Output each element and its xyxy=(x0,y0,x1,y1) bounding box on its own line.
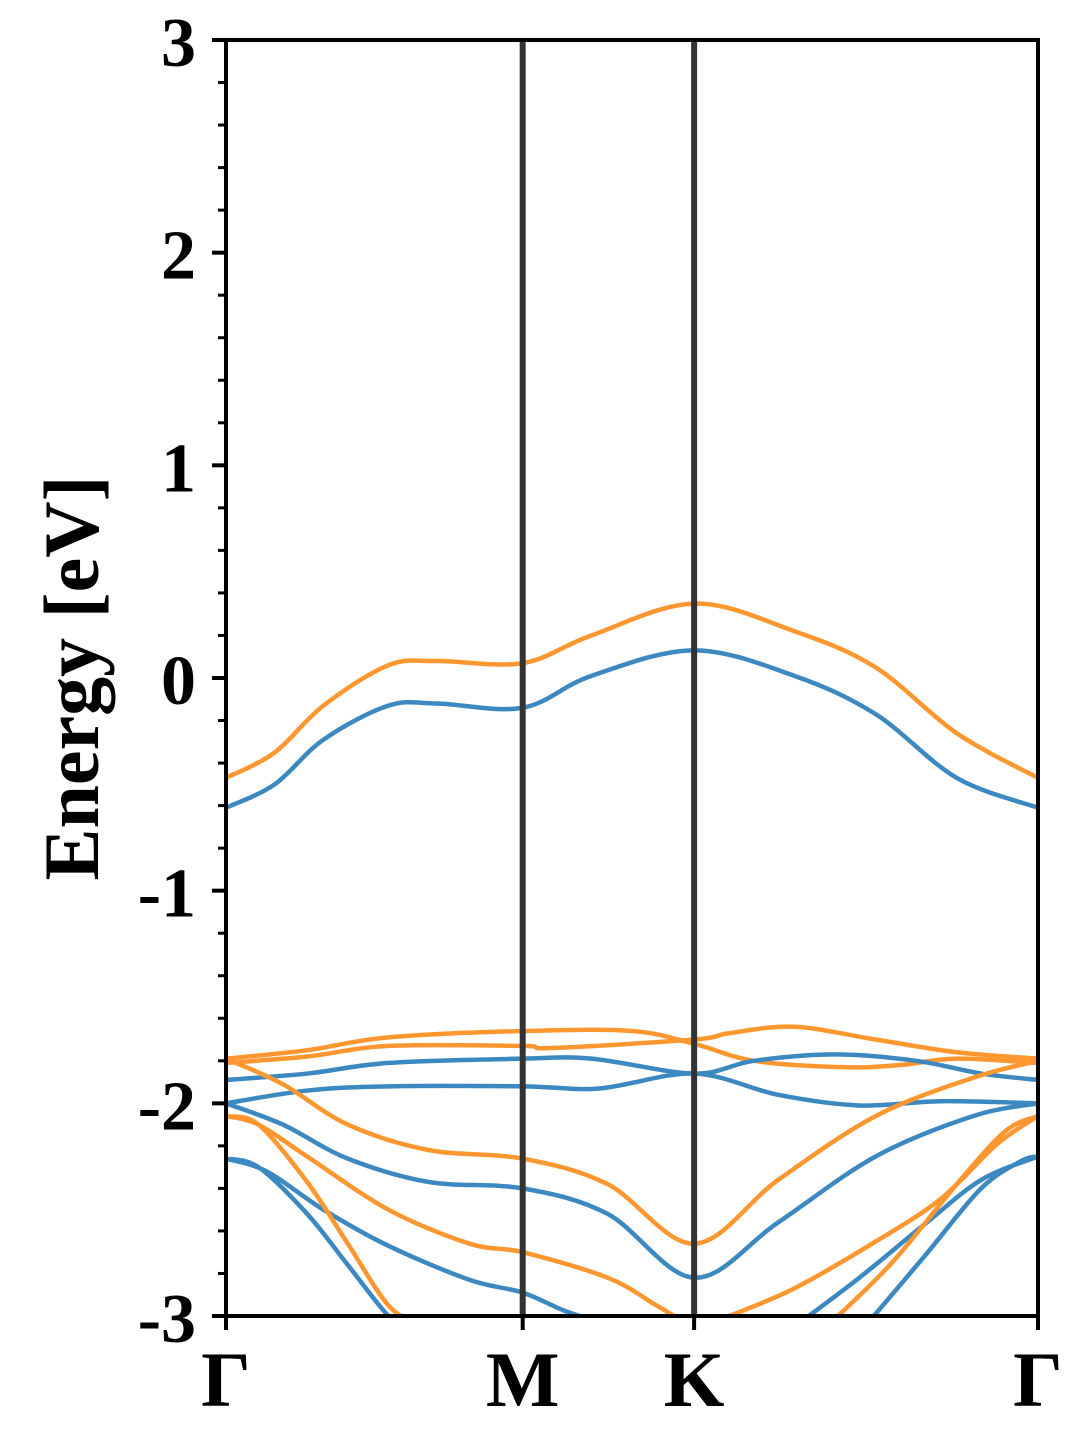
band-line-orange-3 xyxy=(226,1024,1038,1066)
band-line-blue-1 xyxy=(226,648,1038,810)
high-symmetry-dividers xyxy=(519,40,698,1316)
x-tick-label-2: M xyxy=(486,1336,560,1423)
y-tick-label-2: 2 xyxy=(161,218,196,295)
band-line-blue-5 xyxy=(226,1052,1038,1083)
axis-ticks xyxy=(212,38,1040,1330)
band-line-blue-6 xyxy=(226,1071,1038,1108)
y-tick-label-1: 3 xyxy=(161,5,196,82)
band-line-orange-2 xyxy=(226,601,1038,781)
band-line-blue-12 xyxy=(804,1154,1038,1316)
x-tick-label-1: Γ xyxy=(201,1336,251,1423)
band-line-orange-14 xyxy=(834,1113,1038,1316)
y-tick-label-5: -1 xyxy=(138,856,196,933)
band-line-blue-11 xyxy=(226,1156,588,1316)
band-line-blue-8 xyxy=(226,1101,1038,1280)
x-tick-label-3: K xyxy=(664,1336,725,1423)
y-tick-labels: 3 2 1 0 -1 -2 -3 xyxy=(138,5,196,1358)
y-tick-label-7: -3 xyxy=(138,1281,196,1358)
band-line-orange-9 xyxy=(226,1113,679,1316)
plot-frame xyxy=(224,38,1040,1318)
x-tick-label-4: Γ xyxy=(1013,1336,1063,1423)
band-line-orange-10 xyxy=(727,1113,1038,1316)
band-line-orange-7 xyxy=(226,1056,1038,1246)
y-tick-label-3: 1 xyxy=(161,430,196,507)
band-lines xyxy=(226,601,1038,1316)
band-line-blue-15 xyxy=(226,1156,392,1316)
y-tick-label-4: 0 xyxy=(161,643,196,720)
band-line-orange-13 xyxy=(226,1113,405,1316)
band-line-orange-4 xyxy=(226,1027,1038,1070)
y-axis-title: Energy [eV] xyxy=(28,475,115,880)
band-line-blue-16 xyxy=(870,1154,1038,1316)
y-tick-label-6: -2 xyxy=(138,1068,196,1145)
